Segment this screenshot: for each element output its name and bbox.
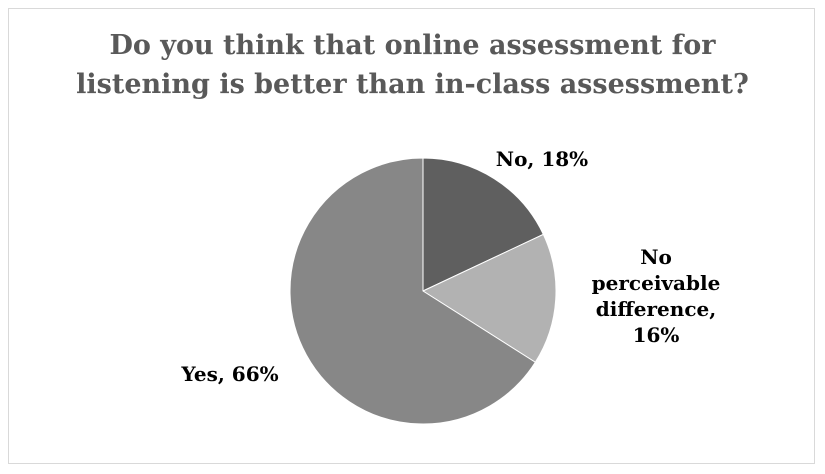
chart-title: Do you think that online assessment for … <box>0 26 825 104</box>
pie-slice-yes <box>289 157 536 425</box>
chart-title-line-1: Do you think that online assessment for <box>109 30 716 61</box>
data-label-no-difference-line-3: difference, <box>595 297 717 321</box>
data-label-no-difference-line-1: No <box>640 245 672 269</box>
data-label-no-difference-line-4: 16% <box>632 323 680 347</box>
data-label-no-line-1: No, 18% <box>495 147 589 171</box>
data-label-no-difference-line-2: perceivable <box>591 271 721 295</box>
data-label-yes-line-1: Yes, 66% <box>181 362 279 386</box>
data-label-no: No, 18% <box>482 146 602 172</box>
data-label-no-difference: No perceivable difference, 16% <box>586 244 726 348</box>
pie-slice-no <box>422 157 545 292</box>
chart-title-line-2: listening is better than in-class assess… <box>76 69 749 100</box>
pie-slice-no-difference <box>421 233 557 363</box>
data-label-yes: Yes, 66% <box>160 361 300 387</box>
